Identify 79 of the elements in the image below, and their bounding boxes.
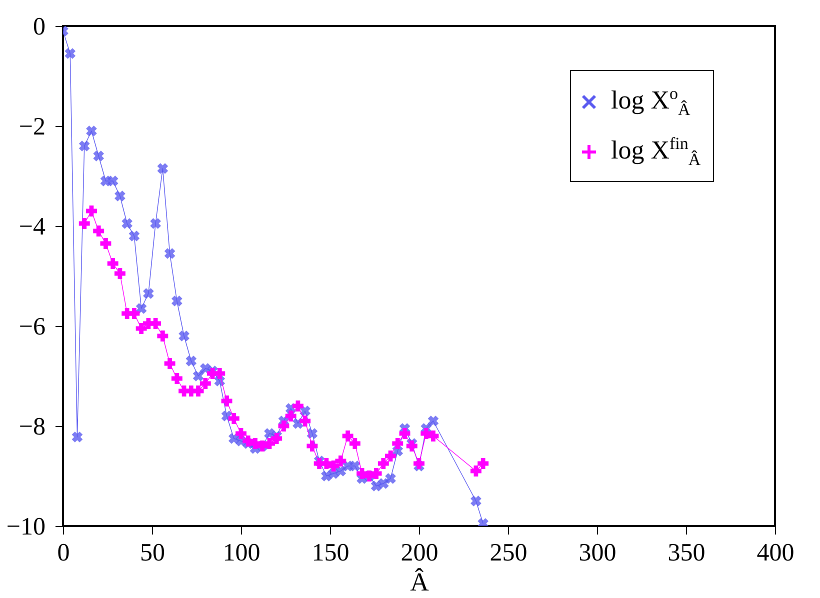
x-tick-label: 0 [57,540,70,566]
x-tick-label: 100 [222,540,260,566]
y-tick-label: 0 [33,14,46,40]
x-tick-label: 250 [490,540,528,566]
point [157,163,168,174]
point [178,330,190,342]
point [78,140,90,152]
point [64,48,76,59]
point [100,238,112,249]
point [271,433,282,444]
point [171,373,182,384]
point [128,308,140,319]
point [470,466,482,476]
point [72,432,83,442]
x-tick-label: 400 [756,540,794,566]
point [107,258,118,269]
point [264,438,275,449]
point [164,358,176,369]
point [128,230,140,242]
point [428,430,439,442]
point [136,323,147,334]
point [214,368,226,379]
point [122,218,132,229]
point [78,218,90,229]
y-tick-label: −6 [18,314,46,340]
point [157,330,168,342]
y-tick-label: −10 [6,514,46,540]
point [172,296,182,306]
y-tick-label: −2 [18,114,46,140]
point [428,416,439,426]
point [470,496,482,506]
point [86,206,97,216]
point [93,226,104,236]
point [136,303,147,314]
x-tick-label: 300 [578,540,616,566]
point [349,438,360,449]
point [278,420,290,432]
point [186,356,197,366]
point [385,473,396,484]
point [164,248,176,259]
point [93,150,104,162]
point [150,318,162,329]
point [392,438,404,449]
point [236,428,246,439]
point [228,413,240,424]
point [385,450,396,462]
point [378,478,389,489]
point [192,370,204,382]
point [306,428,318,439]
point [306,440,318,452]
y-tick-label: −8 [18,414,46,440]
point [350,460,360,472]
point [335,456,346,466]
point [378,458,389,469]
point [150,218,161,229]
point [221,396,232,406]
point [342,430,354,442]
point [300,416,311,426]
point [192,386,204,396]
point [406,440,418,452]
point [86,126,97,136]
point [285,410,296,422]
point [399,428,410,439]
x-tick-label: 150 [312,540,350,566]
point [292,400,304,412]
point [143,288,154,299]
x-tick-label: 50 [140,540,165,566]
x-axis-title: Â [410,568,430,596]
point [414,458,424,469]
x-tick-label: 200 [400,540,438,566]
y-tick-label: −4 [18,214,46,240]
x-tick-label: 350 [668,540,706,566]
point [328,460,340,472]
point [478,458,489,469]
point [200,378,211,389]
point [370,468,382,479]
point [114,268,126,279]
point [107,176,118,186]
point [114,190,126,202]
